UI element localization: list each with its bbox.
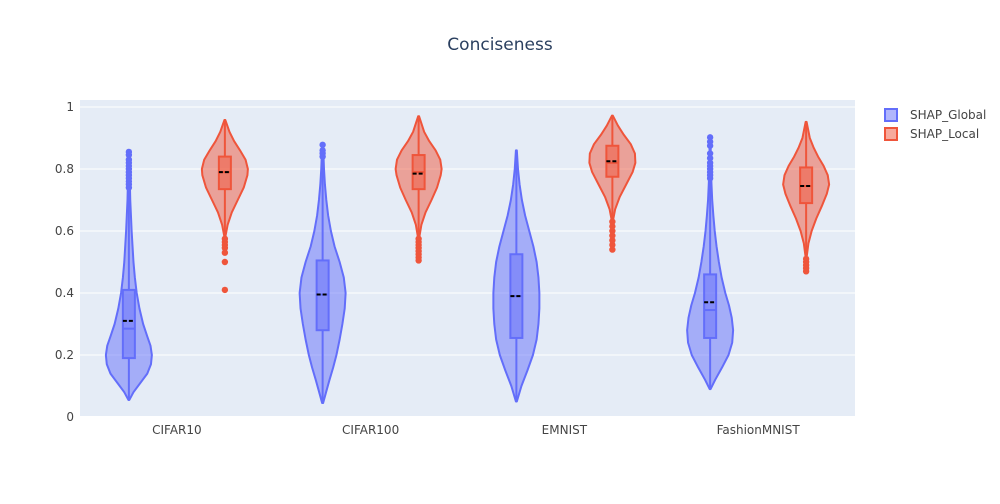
x-tick-label: CIFAR10	[152, 423, 202, 437]
y-tick-label: 0.8	[55, 162, 74, 176]
legend[interactable]: SHAP_Global SHAP_Local	[884, 108, 986, 141]
outlier-point	[125, 156, 133, 163]
violin-SHAP_Global-CIFAR100	[298, 141, 347, 405]
outlier-point	[221, 258, 229, 266]
violin-SHAP_Local-CIFAR100	[394, 115, 443, 264]
outlier-point	[706, 134, 714, 141]
violins	[104, 114, 831, 405]
outlier-point	[221, 286, 229, 294]
chart-title: Conciseness	[447, 35, 553, 55]
x-tick-label: FashionMNIST	[717, 423, 801, 437]
legend-label: SHAP_Global	[910, 108, 986, 122]
legend-item-SHAP_Local[interactable]: SHAP_Local	[884, 127, 979, 141]
outlier-point	[609, 237, 616, 244]
violin-SHAP_Global-CIFAR10	[104, 148, 153, 401]
outlier-point	[609, 227, 616, 235]
box	[121, 288, 136, 360]
y-tick-label: 0.2	[55, 348, 74, 362]
violin-SHAP_Local-CIFAR10	[200, 119, 249, 294]
outlier-point	[221, 235, 229, 242]
x-tick-label: CIFAR100	[342, 423, 399, 437]
outlier-point	[609, 232, 616, 239]
outlier-point	[319, 141, 326, 149]
outlier-point	[802, 255, 810, 263]
x-tick-label: EMNIST	[542, 423, 588, 437]
outlier-point	[609, 241, 616, 249]
legend-label: SHAP_Local	[910, 127, 979, 141]
legend-swatch	[884, 127, 898, 141]
outlier-point	[221, 249, 229, 256]
outlier-point	[319, 147, 326, 154]
outlier-point	[415, 235, 422, 242]
outlier-point	[609, 246, 616, 253]
outlier-point	[609, 218, 616, 225]
y-tick-label: 0.4	[55, 286, 74, 300]
violin-SHAP_Local-EMNIST	[588, 114, 637, 253]
plot-background	[80, 100, 855, 418]
axes: 0 0.2 0.4 0.6 0.8 1 CIFAR10 CIFAR100 EMNIST Fashi…	[55, 100, 800, 437]
outlier-point	[706, 159, 714, 166]
outlier-point	[706, 150, 714, 157]
outlier-point	[609, 223, 616, 230]
y-tick-label: 0.6	[55, 224, 74, 238]
outlier-point	[125, 148, 133, 156]
y-tick-label: 0	[66, 410, 74, 424]
violin-SHAP_Global-EMNIST	[492, 149, 541, 403]
y-tick-label: 1	[66, 100, 74, 114]
legend-item-SHAP_Global[interactable]: SHAP_Global	[884, 108, 986, 122]
violin-SHAP_Local-FashionMNIST	[782, 120, 831, 275]
box	[703, 273, 718, 339]
outlier-point	[706, 154, 714, 162]
legend-swatch	[884, 108, 898, 122]
violin-SHAP_Global-FashionMNIST	[686, 134, 735, 391]
